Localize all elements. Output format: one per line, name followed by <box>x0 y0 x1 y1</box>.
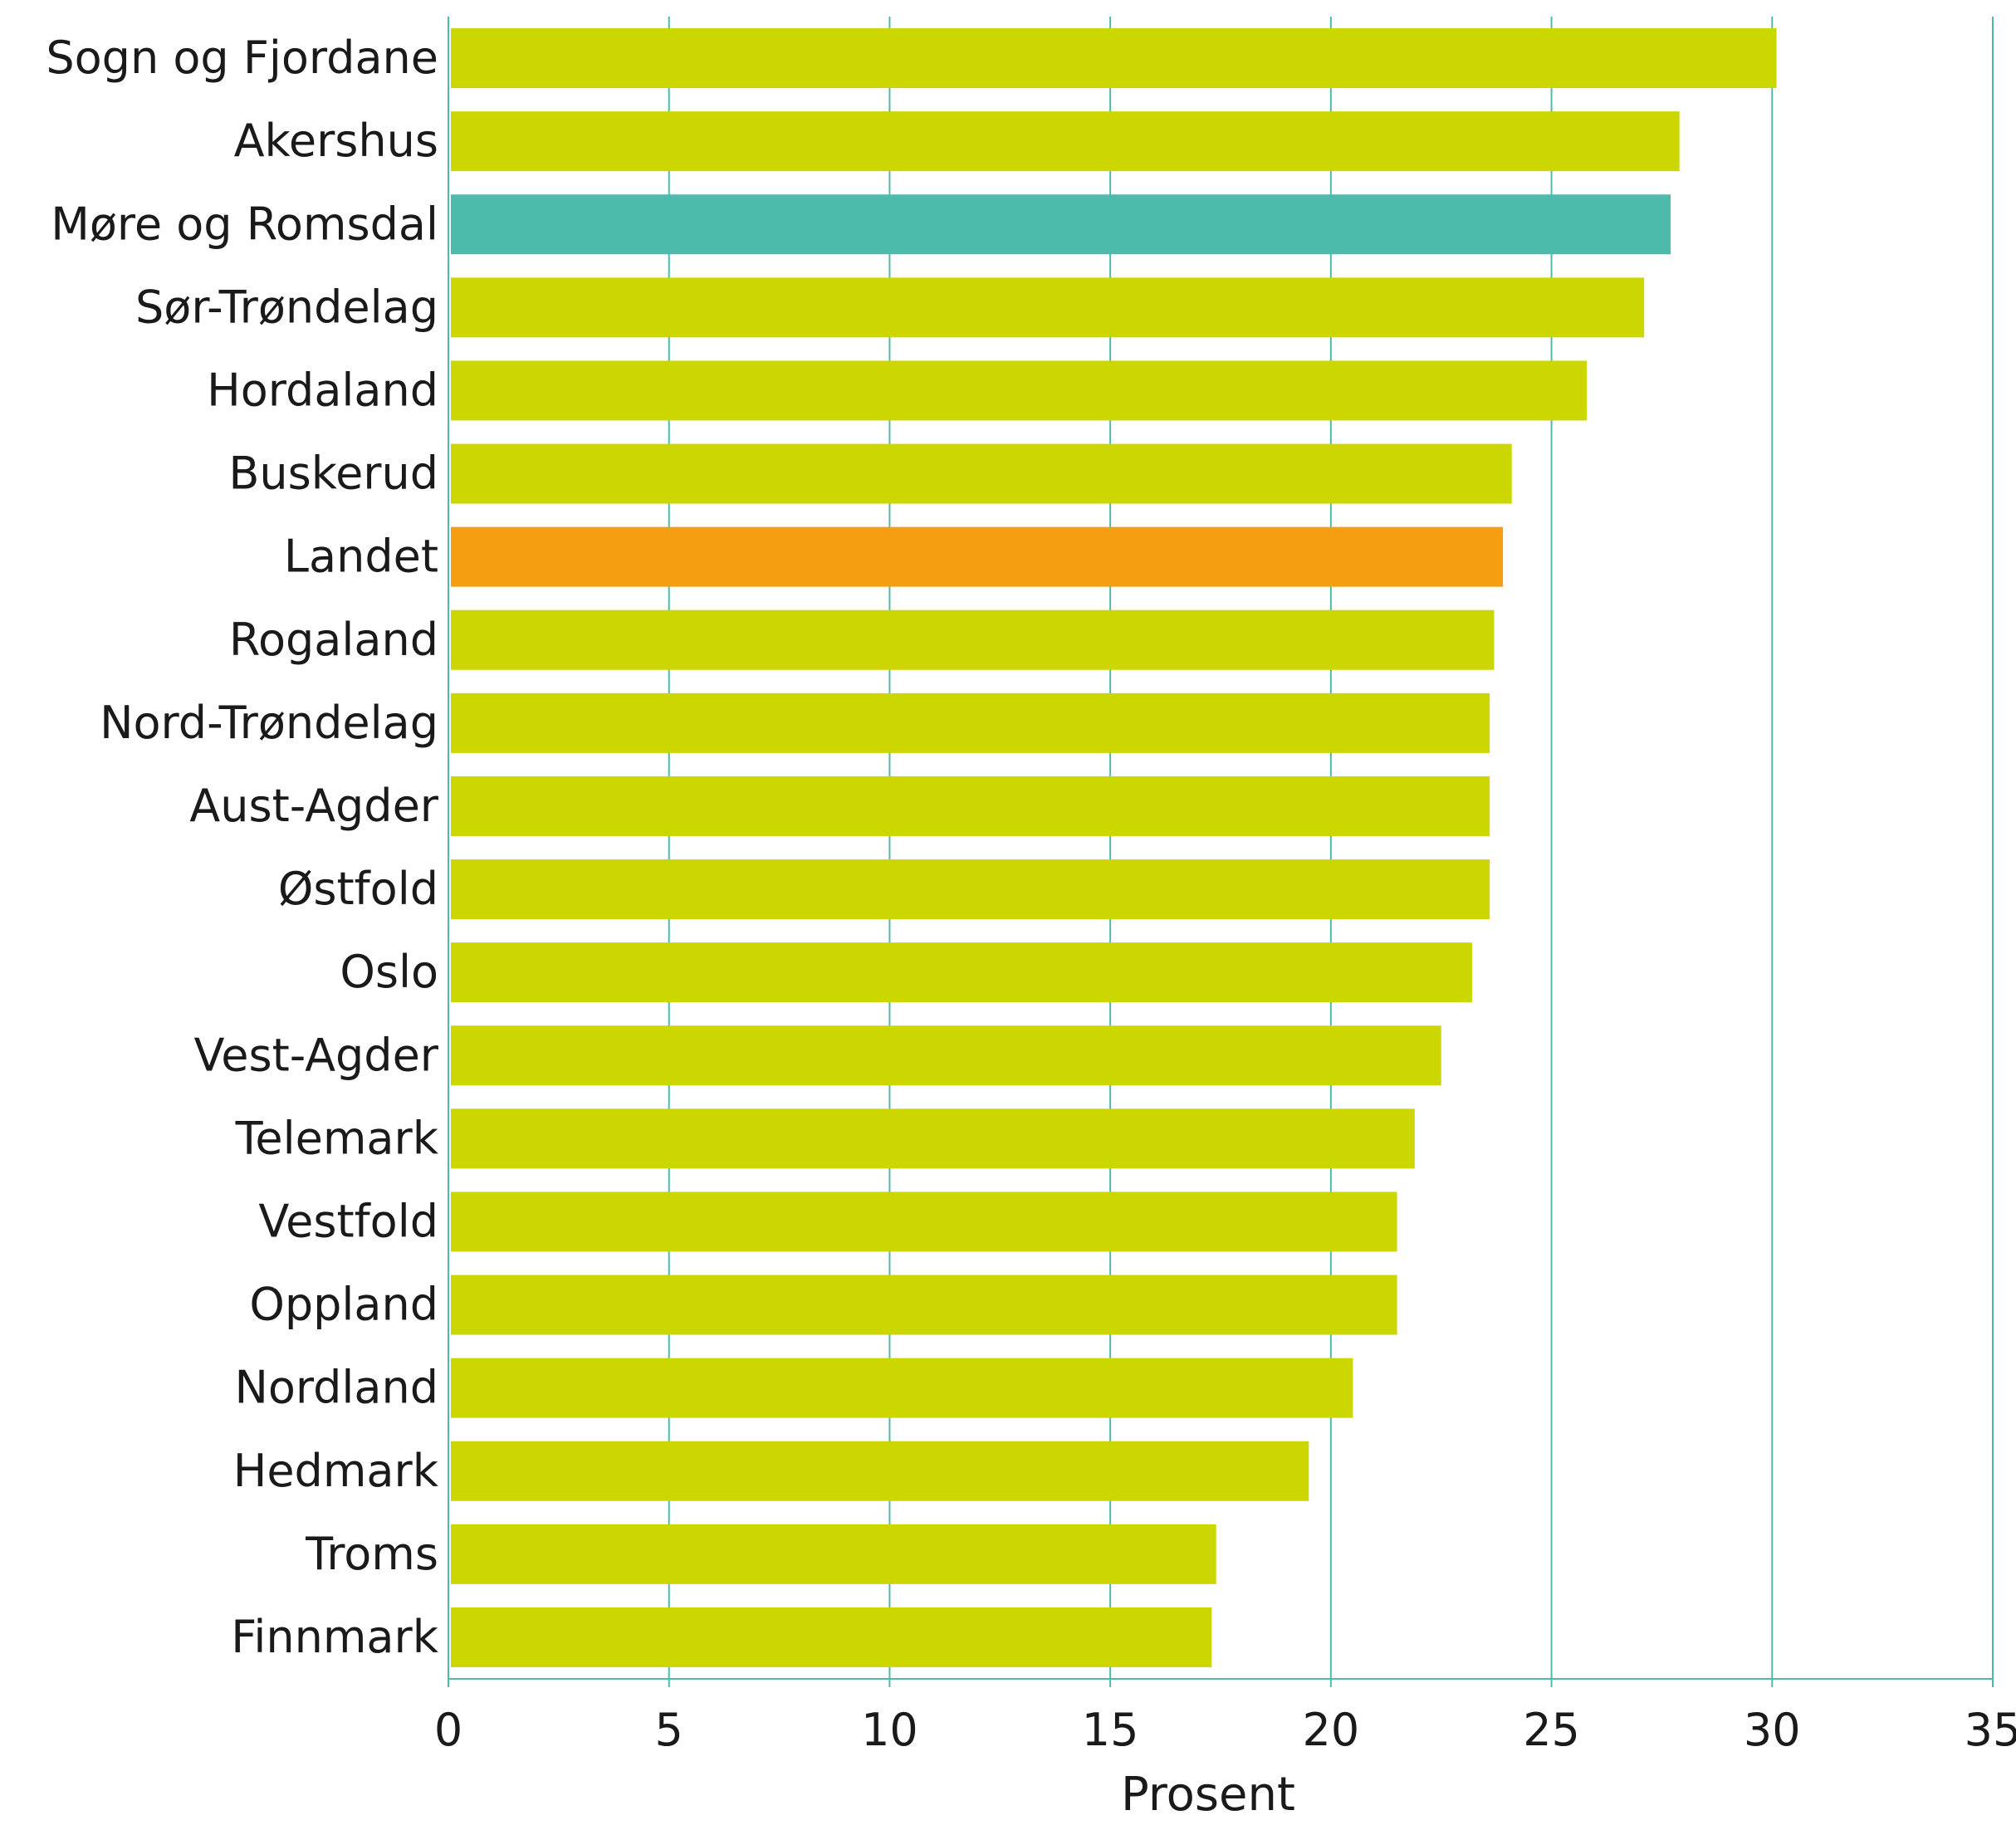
x-tick-label-0: 0 <box>434 1704 462 1756</box>
bar-nordland <box>451 1358 1353 1418</box>
category-label: Finnmark <box>231 1611 438 1663</box>
x-axis-title: Prosent <box>1121 1768 1295 1822</box>
category-labels: Sogn og Fjordane Akershus Møre og Romsdal S… <box>46 32 438 1663</box>
x-axis: 0 5 10 15 20 25 30 35 <box>434 1678 2016 1756</box>
category-label: Aust-Agder <box>189 780 438 832</box>
category-label: Oslo <box>340 946 438 998</box>
bar-troms <box>451 1524 1216 1584</box>
bar-finnmark <box>451 1607 1212 1667</box>
category-label: Hedmark <box>233 1445 439 1497</box>
x-tick-label-30: 30 <box>1744 1704 1801 1756</box>
category-label: Sør-Trøndelag <box>135 281 438 333</box>
category-label: Oppland <box>249 1279 438 1331</box>
category-label: Østfold <box>278 863 438 915</box>
bar-sør-trøndelag <box>451 277 1645 338</box>
x-tick-label-15: 15 <box>1082 1704 1139 1756</box>
category-label: Telemark <box>235 1112 439 1164</box>
bar-hedmark <box>451 1441 1309 1501</box>
category-label: Landet <box>284 531 438 583</box>
category-label: Vestfold <box>258 1195 438 1247</box>
x-tick-label-25: 25 <box>1523 1704 1580 1756</box>
bar-møre-og-romsdal <box>451 194 1671 255</box>
x-tick-label-20: 20 <box>1302 1704 1359 1756</box>
category-label: Hordaland <box>207 364 438 416</box>
bar-rogaland <box>451 609 1495 670</box>
bars <box>451 28 1777 1667</box>
bar-oslo <box>451 942 1472 1003</box>
category-label: Rogaland <box>229 614 438 666</box>
bar-vest-agder <box>451 1025 1441 1086</box>
bar-telemark <box>451 1108 1415 1169</box>
category-label: Vest-Agder <box>194 1029 439 1081</box>
bar-østfold <box>451 859 1490 920</box>
category-label: Nord-Trøndelag <box>100 697 438 749</box>
bar-vestfold <box>451 1191 1397 1252</box>
bar-nord-trøndelag <box>451 692 1490 753</box>
category-label: Troms <box>305 1528 438 1580</box>
bar-landet <box>451 526 1504 587</box>
bar-sogn-og-fjordane <box>451 28 1777 89</box>
category-label: Møre og Romsdal <box>51 198 438 250</box>
bar-hordaland <box>451 360 1588 421</box>
category-label: Sogn og Fjordane <box>46 32 438 84</box>
category-label: Nordland <box>234 1362 438 1414</box>
gridlines <box>448 17 1994 1679</box>
bar-akershus <box>451 111 1680 172</box>
bar-aust-agder <box>451 776 1490 836</box>
x-tick-label-5: 5 <box>655 1704 683 1756</box>
bar-buskerud <box>451 443 1512 504</box>
category-label: Akershus <box>234 115 438 167</box>
x-tick-label-10: 10 <box>861 1704 918 1756</box>
x-tick-label-35: 35 <box>1965 1704 2016 1756</box>
category-label: Buskerud <box>228 448 438 500</box>
bar-oppland <box>451 1275 1397 1335</box>
